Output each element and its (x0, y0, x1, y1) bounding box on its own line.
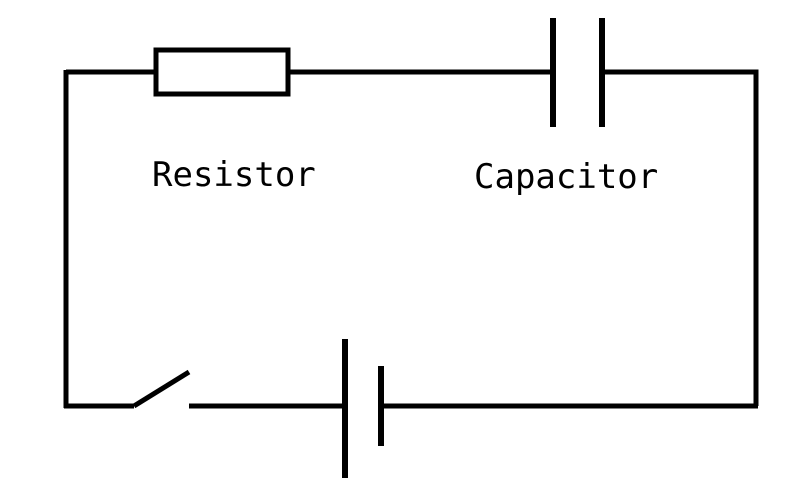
switch-symbol (132, 369, 191, 409)
capacitor-label: Capacitor (474, 157, 659, 197)
wire-top-right (602, 69, 759, 406)
resistor-label: Resistor (152, 155, 316, 195)
battery-symbol (342, 339, 384, 478)
resistor-symbol (153, 47, 291, 97)
capacitor-symbol (550, 18, 605, 127)
